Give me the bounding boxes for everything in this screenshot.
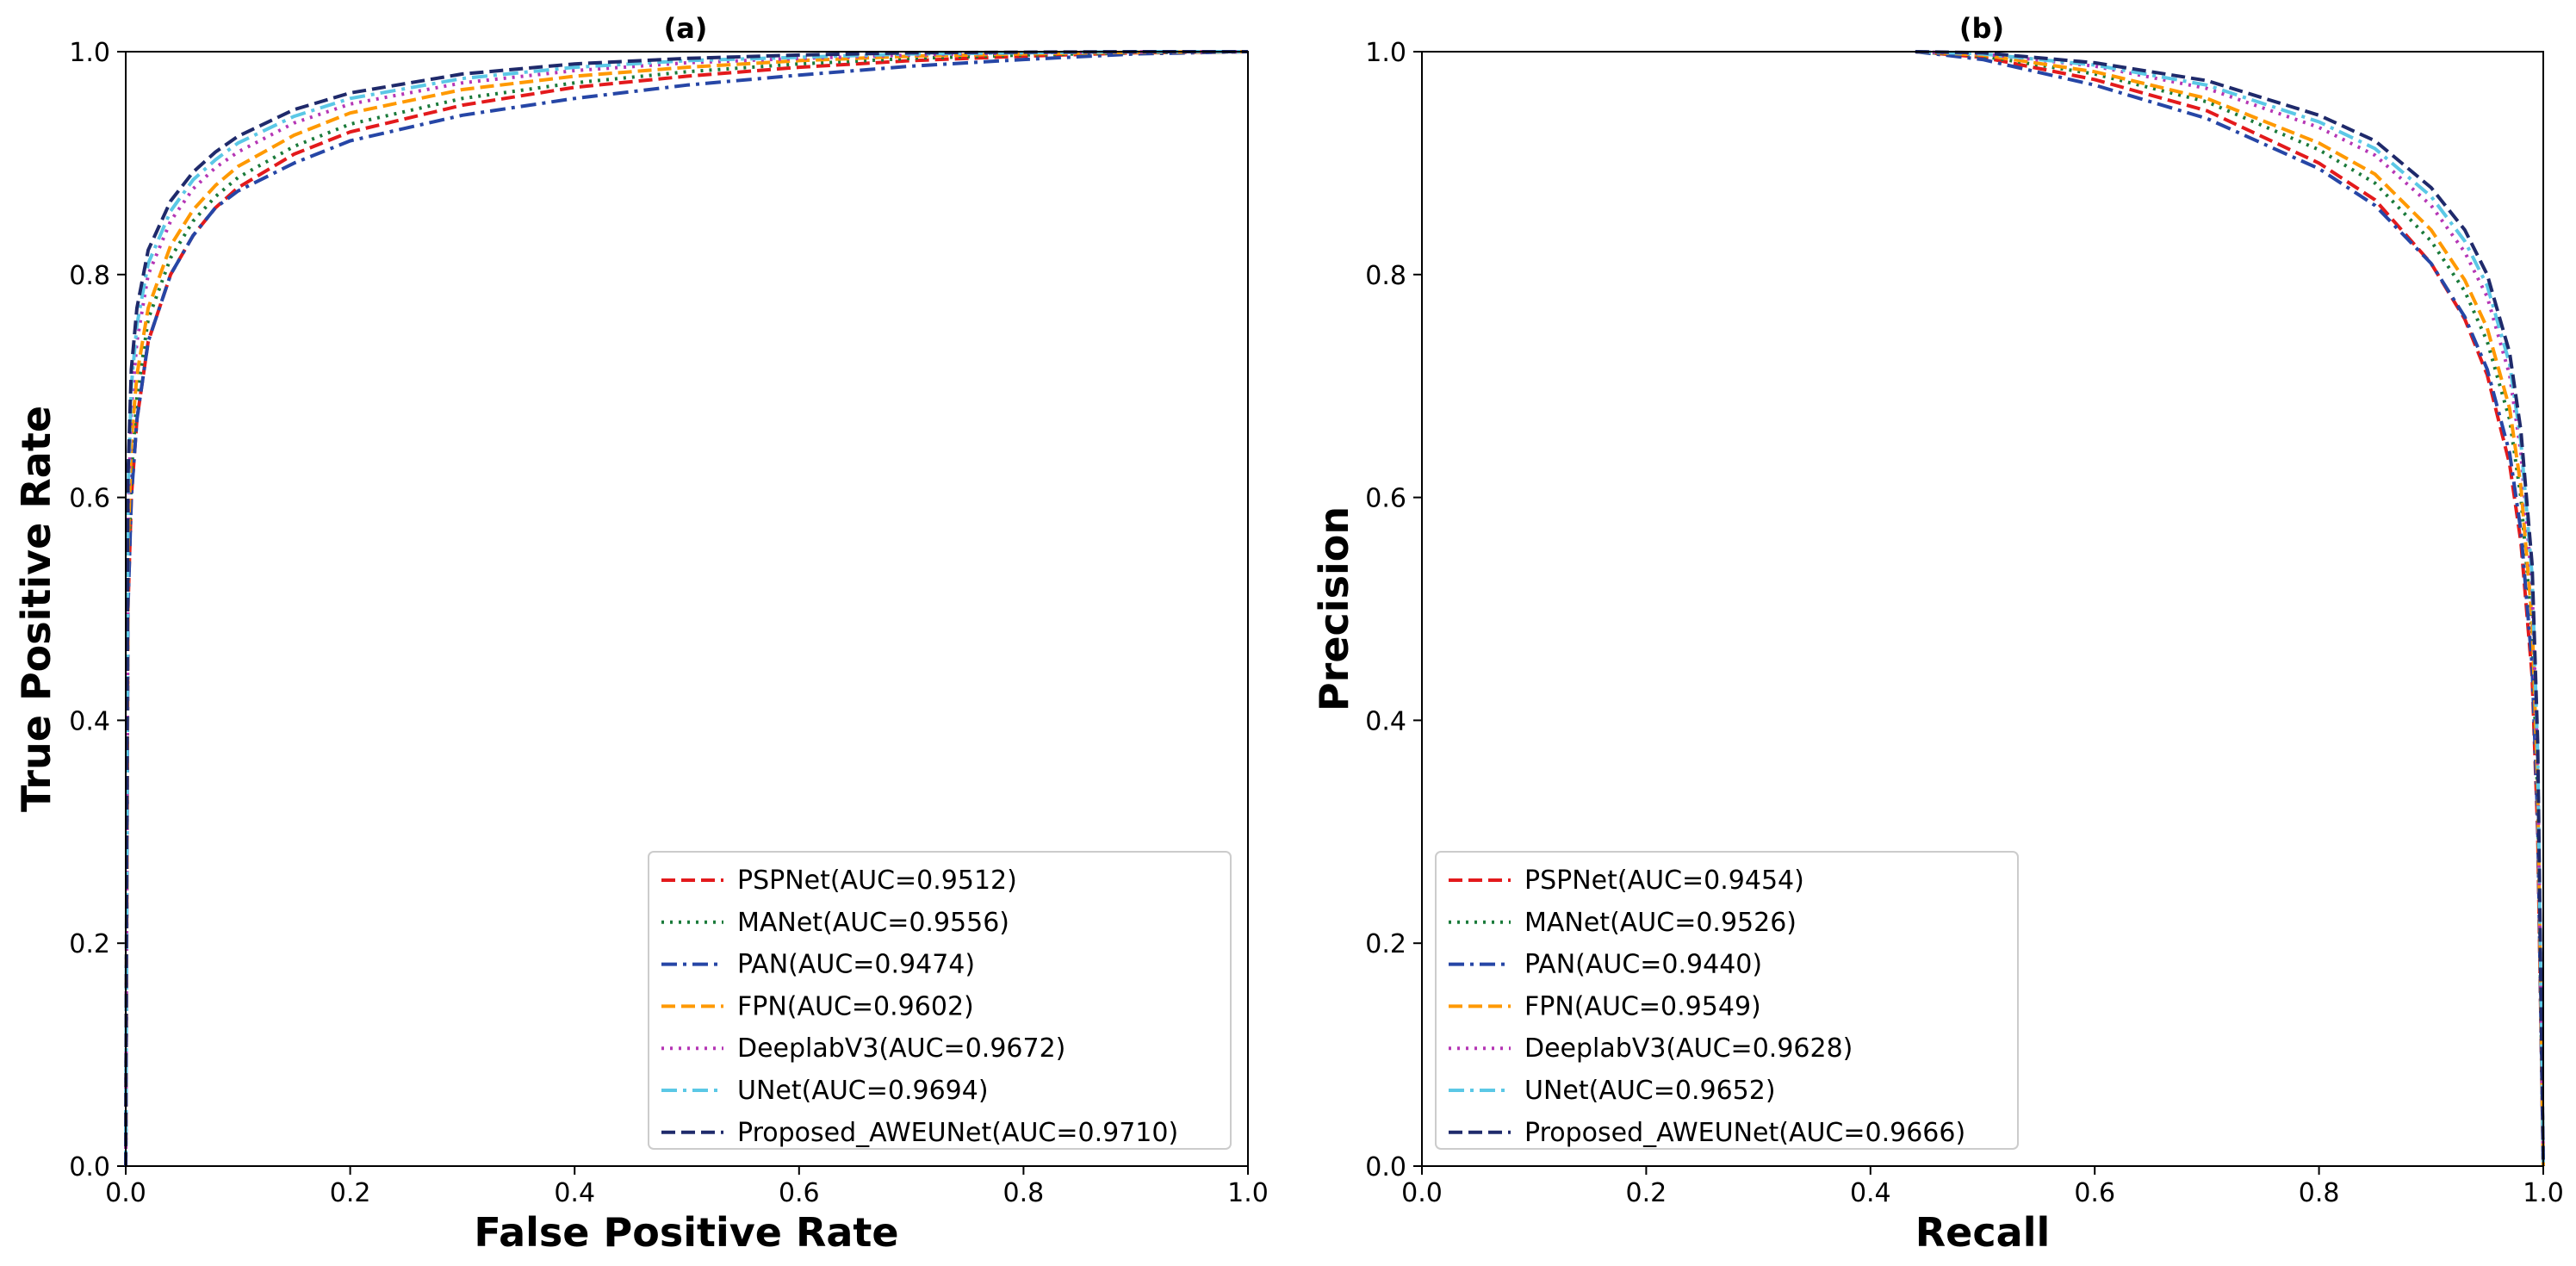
panel-a-legend-label-0: PSPNet(AUC=0.9512) <box>737 866 1017 896</box>
panel-b-xtick-label: 0.0 <box>1401 1178 1443 1208</box>
panel-a-legend-box <box>648 851 1232 1150</box>
panel-a-legend-label-2: PAN(AUC=0.9474) <box>737 950 975 980</box>
panel-b-ytick-label: 0.4 <box>1365 706 1406 736</box>
panel-b-legend-label-6: Proposed_AWEUNet(AUC=0.9666) <box>1524 1118 1965 1148</box>
panel-a-xtick-label: 1.0 <box>1227 1178 1269 1208</box>
panel-a-series-6 <box>124 50 1248 1167</box>
panel-b-curves <box>1915 50 2545 1167</box>
panel-b-title: (b) <box>1959 12 2004 45</box>
panel-b-legend-label-4: DeeplabV3(AUC=0.9628) <box>1524 1033 1853 1064</box>
panel-a-series-3 <box>124 50 1249 1167</box>
panel-a-frame <box>125 51 1249 1167</box>
panel-a-xtick-label: 0.2 <box>330 1178 371 1208</box>
panel-b-ticks: 0.0 0.2 0.4 0.6 0.8 1.0 0.0 0.2 0.4 0.6 0.8 1.0 <box>1365 38 2564 1208</box>
panel-a-curves <box>124 50 1249 1167</box>
panel-b-ytick-label: 0.2 <box>1365 929 1406 959</box>
panel-b-series-6 <box>1915 50 2545 1167</box>
panel-b: (b) 0.0 0.2 0.4 0.6 0.8 1.0 0.0 0.2 0.4 0.6 0.8 1.0… <box>1311 12 2564 1256</box>
panel-b-series-3 <box>1915 50 2545 1167</box>
panel-b-frame <box>1421 51 2544 1167</box>
panel-b-legend-label-3: FPN(AUC=0.9549) <box>1524 991 1761 1021</box>
panel-a-xlabel: False Positive Rate <box>474 1209 898 1256</box>
panel-a-xtick-label: 0.8 <box>1003 1178 1045 1208</box>
panel-a-series-4 <box>124 50 1249 1167</box>
panel-a-legend: PSPNet(AUC=0.9512) MANet(AUC=0.9556) PAN(A… <box>648 851 1232 1150</box>
panel-b-legend: PSPNet(AUC=0.9454) MANet(AUC=0.9526) PAN(A… <box>1435 851 2019 1150</box>
panel-a-legend-label-1: MANet(AUC=0.9556) <box>737 908 1009 938</box>
panel-a-ytick-label: 0.8 <box>69 261 110 291</box>
panel-a-ytick-label: 0.0 <box>69 1152 110 1182</box>
panel-b-series-2 <box>1915 50 2545 1167</box>
panel-b-ytick-label: 0.8 <box>1365 261 1406 291</box>
panel-b-ytick-label: 0.6 <box>1365 484 1406 514</box>
panel-b-ytick-label: 1.0 <box>1365 38 1406 68</box>
panel-b-ylabel: Precision <box>1311 506 1357 711</box>
panel-b-legend-box <box>1435 851 2019 1150</box>
panel-a-title: (a) <box>664 12 708 45</box>
panel-a-ytick-label: 1.0 <box>69 38 110 68</box>
panel-a-series-2 <box>124 50 1249 1167</box>
panel-a-series-0 <box>124 50 1249 1167</box>
panel-b-ytick-label: 0.0 <box>1365 1152 1406 1182</box>
panel-b-xtick-label: 1.0 <box>2523 1178 2564 1208</box>
panel-b-xtick-label: 0.6 <box>2074 1178 2115 1208</box>
panel-b-xtick-label: 0.4 <box>1850 1178 1891 1208</box>
panel-a-legend-label-6: Proposed_AWEUNet(AUC=0.9710) <box>737 1118 1178 1148</box>
panel-b-series-1 <box>1915 50 2545 1167</box>
panel-b-legend-label-5: UNet(AUC=0.9652) <box>1524 1076 1776 1106</box>
panel-a: (a) 0.0 0.2 0.4 0.6 0.8 1.0 0.0 0.2 0.4 0.6 0.8 1.0… <box>13 12 1269 1256</box>
panel-a-xtick-label: 0.4 <box>554 1178 595 1208</box>
panel-a-ytick-label: 0.6 <box>69 484 110 514</box>
panel-b-legend-label-1: MANet(AUC=0.9526) <box>1524 908 1797 938</box>
panel-a-xtick-label: 0.0 <box>105 1178 146 1208</box>
panel-a-ytick-label: 0.2 <box>69 929 110 959</box>
panel-b-series-5 <box>1915 50 2545 1167</box>
panel-b-xtick-label: 0.2 <box>1626 1178 1667 1208</box>
panel-a-ticks: 0.0 0.2 0.4 0.6 0.8 1.0 0.0 0.2 0.4 0.6 0.8 1.0 <box>69 38 1269 1208</box>
panel-a-ylabel: True Positive Rate <box>13 406 59 812</box>
panel-b-legend-label-0: PSPNet(AUC=0.9454) <box>1524 866 1804 896</box>
panel-b-xtick-label: 0.8 <box>2299 1178 2340 1208</box>
panel-a-xtick-label: 0.6 <box>779 1178 820 1208</box>
panel-a-legend-label-4: DeeplabV3(AUC=0.9672) <box>737 1033 1065 1064</box>
panel-a-legend-label-3: FPN(AUC=0.9602) <box>737 991 974 1021</box>
panel-a-ytick-label: 0.4 <box>69 706 110 736</box>
panel-b-legend-label-2: PAN(AUC=0.9440) <box>1524 950 1762 980</box>
panel-b-xlabel: Recall <box>1915 1209 2050 1256</box>
panel-a-legend-label-5: UNet(AUC=0.9694) <box>737 1076 989 1106</box>
